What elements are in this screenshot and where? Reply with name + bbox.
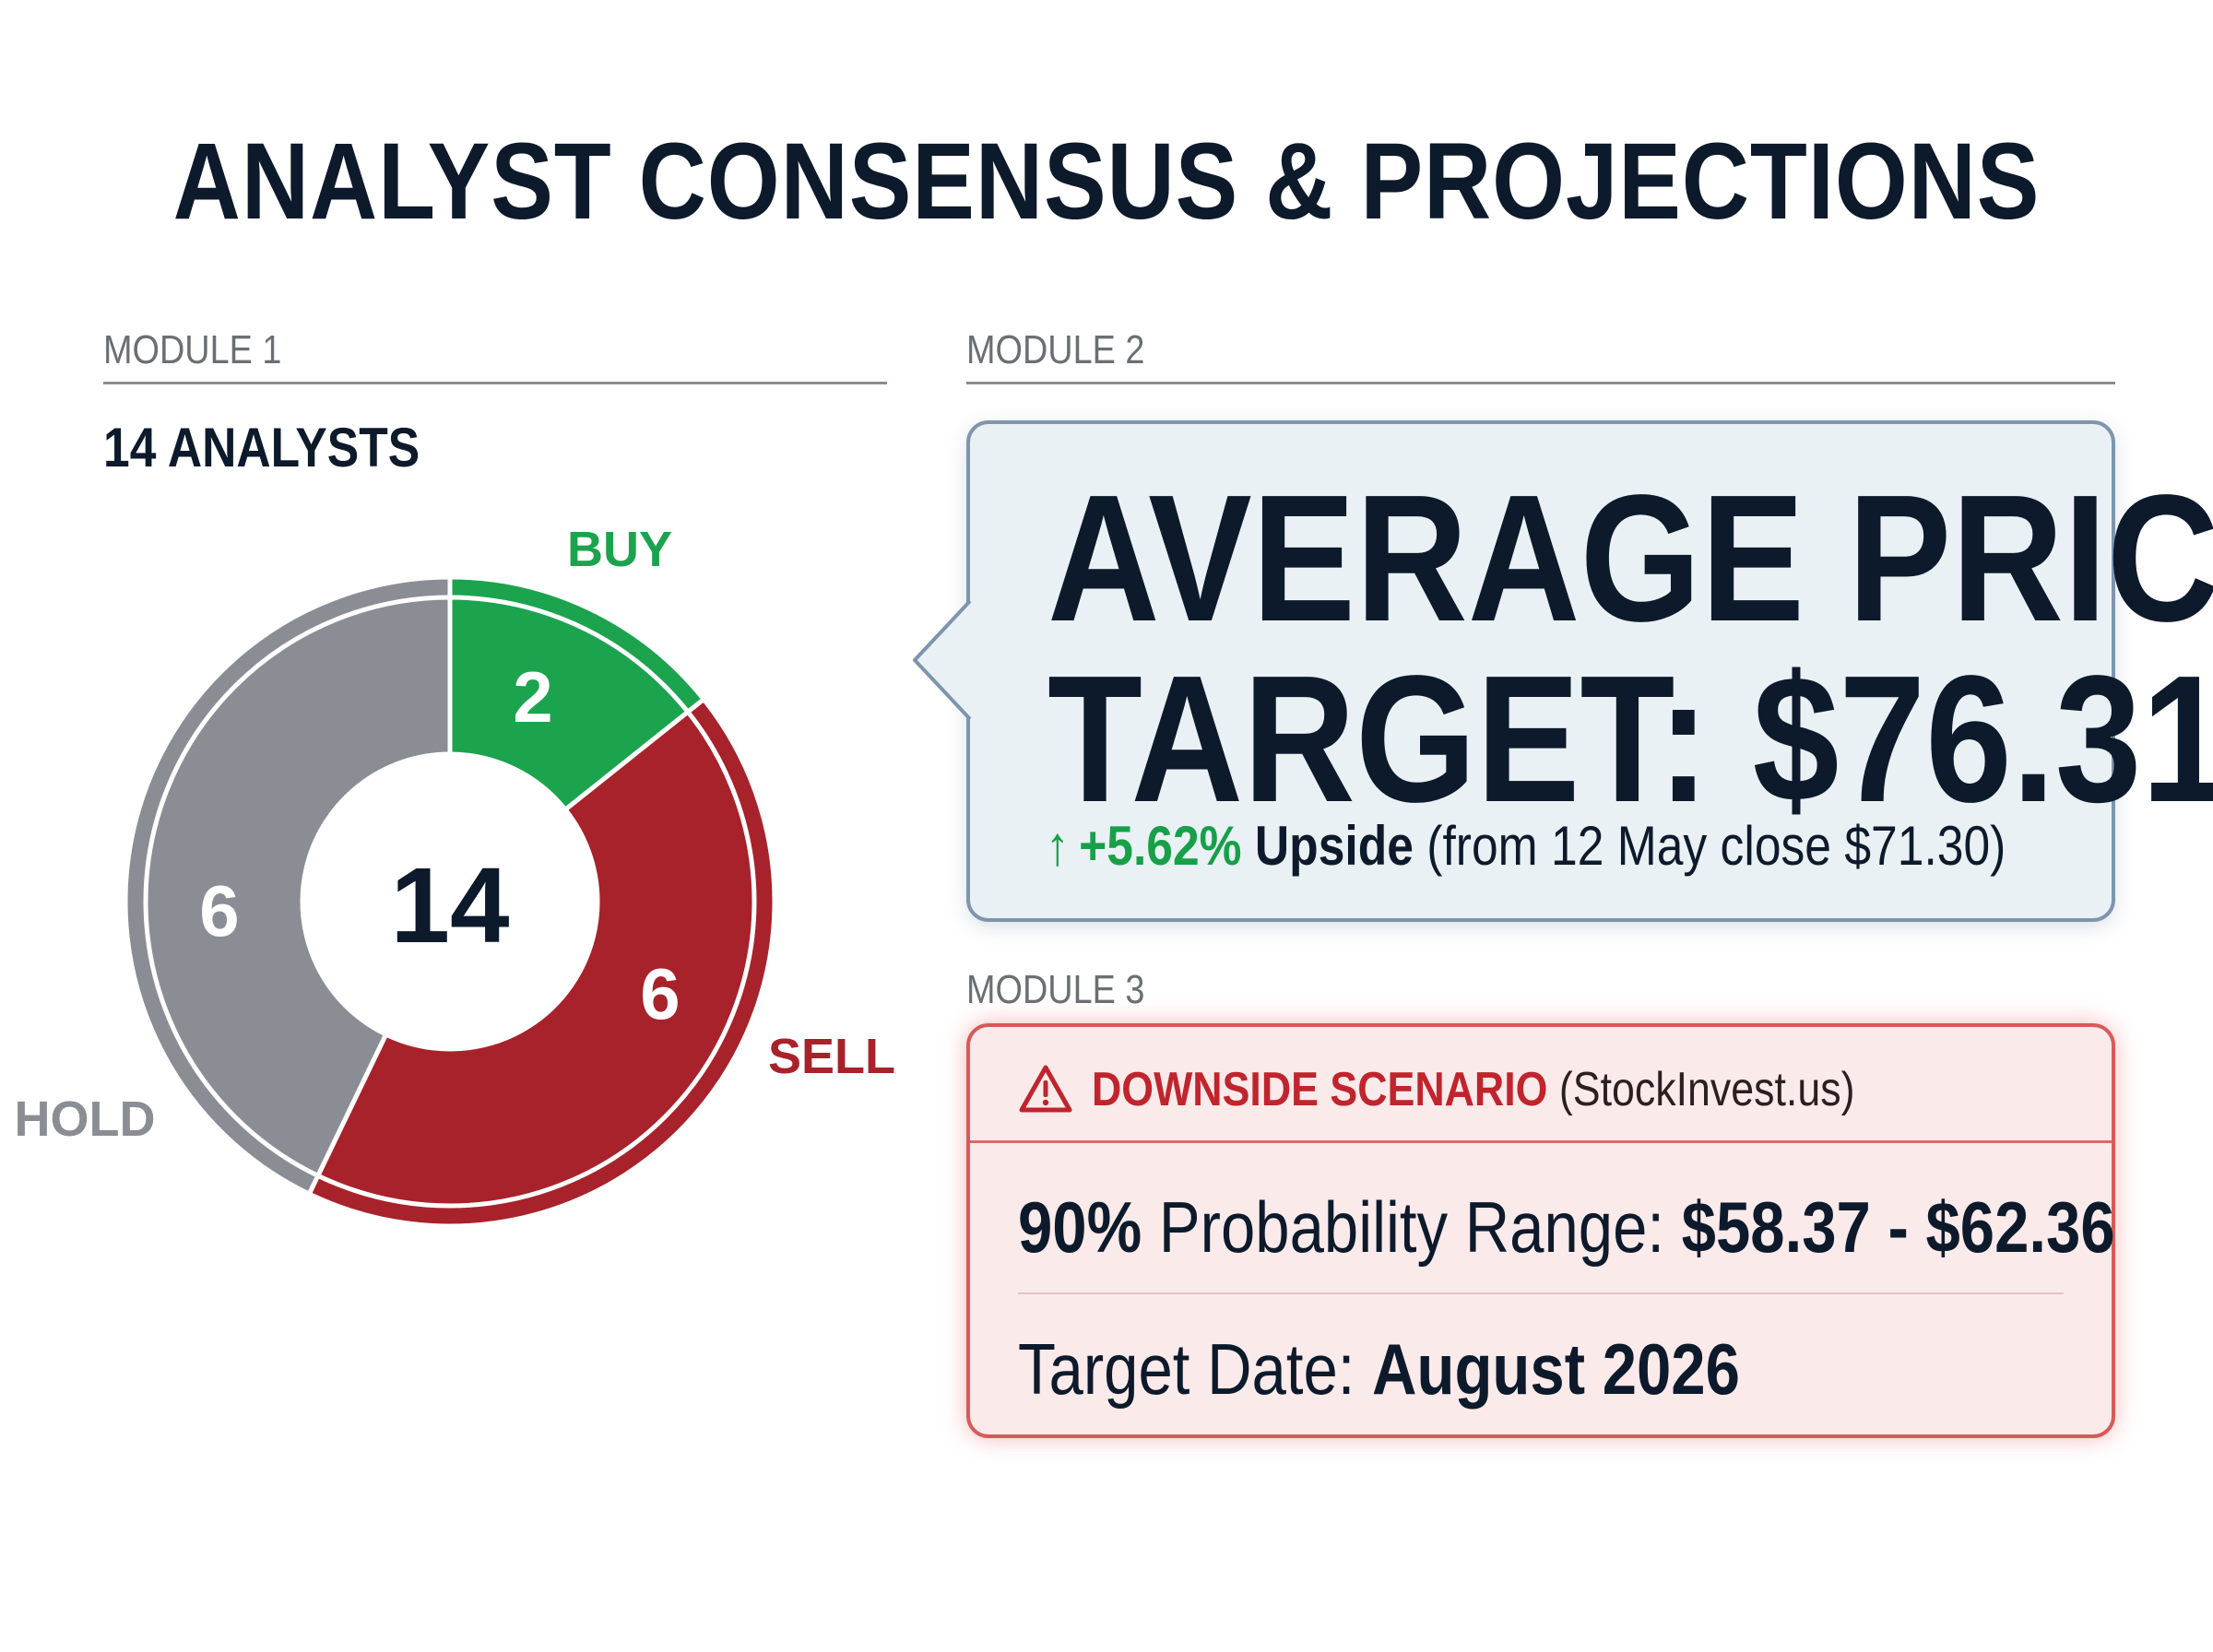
upside-word: Upside bbox=[1254, 815, 1414, 877]
probability-range: 90% Probability Range: $58.37 - $62.36 bbox=[1018, 1191, 2115, 1263]
up-arrow-icon: ↑ bbox=[1046, 815, 1070, 877]
module-3-label: MODULE 3 bbox=[966, 967, 1145, 1012]
upside-note: (from 12 May close $71.30) bbox=[1426, 815, 2006, 877]
module-2-label: MODULE 2 bbox=[966, 327, 1145, 372]
probability-range-value: $58.37 - $62.36 bbox=[1681, 1186, 2115, 1268]
warning-triangle-icon bbox=[1019, 1065, 1072, 1113]
donut-label-buy: BUY bbox=[567, 522, 672, 577]
donut-value-hold: 6 bbox=[199, 870, 239, 951]
donut-separator-ring bbox=[143, 595, 757, 1209]
upside-line: ↑ +5.62% Upside (from 12 May close $71.30… bbox=[1046, 819, 2006, 874]
target-date: Target Date: August 2026 bbox=[1018, 1333, 1740, 1405]
donut-slice-hold bbox=[123, 574, 453, 1198]
scenario-header: DOWNSIDE SCENARIO (StockInvest.us) bbox=[970, 1027, 2112, 1143]
price-target-line-1: AVERAGE PRICE bbox=[1047, 457, 2213, 659]
page-title: ANALYST CONSENSUS & PROJECTIONS bbox=[172, 121, 2041, 242]
probability-range-label: Probability Range: bbox=[1158, 1186, 1665, 1268]
donut-label-hold: HOLD bbox=[15, 1092, 156, 1147]
probability-percent: 90% bbox=[1018, 1186, 1142, 1268]
module-1-label: MODULE 1 bbox=[103, 327, 282, 372]
downside-scenario-card: DOWNSIDE SCENARIO (StockInvest.us) 90% P… bbox=[966, 1023, 2115, 1438]
price-target-headline: AVERAGE PRICE TARGET: $76.31 bbox=[1047, 468, 2213, 830]
module-1-divider bbox=[103, 382, 887, 384]
price-target-line-2: TARGET: $76.31 bbox=[1047, 638, 2213, 840]
scenario-title: DOWNSIDE SCENARIO (StockInvest.us) bbox=[1092, 1066, 1854, 1114]
donut-center-hole bbox=[302, 754, 598, 1049]
analyst-count-heading: 14 ANALYSTS bbox=[103, 417, 420, 478]
scenario-divider bbox=[1018, 1292, 2064, 1294]
scenario-source: (StockInvest.us) bbox=[1558, 1063, 1855, 1116]
target-date-label: Target Date: bbox=[1018, 1328, 1355, 1410]
module-2-divider bbox=[966, 382, 2115, 384]
target-date-value: August 2026 bbox=[1372, 1328, 1740, 1410]
callout-pointer bbox=[913, 599, 972, 721]
donut-center-total: 14 bbox=[390, 845, 509, 965]
donut-label-sell: SELL bbox=[768, 1029, 895, 1084]
donut-slice-sell bbox=[305, 696, 777, 1229]
donut-value-buy: 2 bbox=[513, 656, 552, 738]
scenario-title-text: DOWNSIDE SCENARIO bbox=[1092, 1063, 1548, 1116]
upside-percent: +5.62% bbox=[1079, 815, 1242, 877]
price-target-card: AVERAGE PRICE TARGET: $76.31 ↑ +5.62% Ups… bbox=[966, 420, 2213, 922]
donut-value-sell: 6 bbox=[640, 953, 680, 1034]
analyst-rating-donut-chart: 2 6 6 BUY SELL HOLD 14 bbox=[15, 522, 895, 1229]
